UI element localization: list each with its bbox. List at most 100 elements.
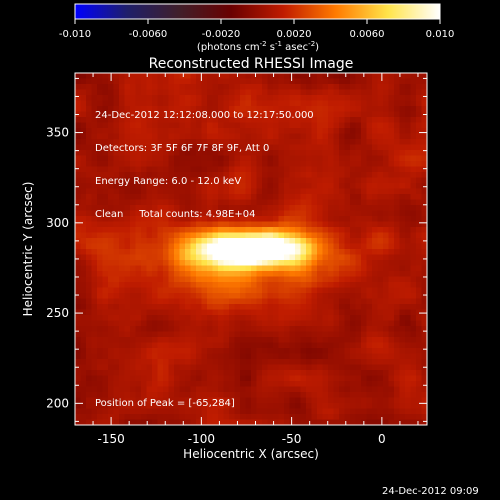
heatmap-cell (108, 139, 115, 146)
heatmap-cell (86, 221, 93, 228)
heatmap-cell (135, 331, 142, 338)
heatmap-cell (102, 375, 109, 382)
heatmap-cell (300, 210, 307, 217)
heatmap-cell (113, 364, 120, 371)
heatmap-cell (168, 309, 175, 316)
heatmap-cell (262, 298, 269, 305)
heatmap-cell (234, 348, 241, 355)
heatmap-cell (223, 128, 230, 135)
heatmap-cell (344, 408, 351, 415)
heatmap-cell (152, 309, 159, 316)
heatmap-cell (355, 408, 362, 415)
heatmap-cell (306, 320, 313, 327)
heatmap-cell (119, 155, 126, 162)
heatmap-cell (410, 210, 417, 217)
heatmap-cell (278, 205, 285, 212)
heatmap-cell (190, 210, 197, 217)
heatmap-cell (119, 139, 126, 146)
heatmap-cell (91, 188, 98, 195)
heatmap-cell (201, 89, 208, 96)
heatmap-cell (328, 73, 335, 80)
heatmap-cell (201, 408, 208, 415)
heatmap-cell (102, 419, 109, 425)
heatmap-cell (262, 150, 269, 157)
heatmap-cell (223, 331, 230, 338)
heatmap-cell (262, 364, 269, 371)
heatmap-cell (339, 337, 346, 344)
heatmap-cell (256, 293, 263, 300)
heatmap-cell (97, 199, 104, 206)
heatmap-cell (405, 381, 412, 388)
heatmap-cell (421, 282, 427, 289)
heatmap-cell (322, 408, 329, 415)
heatmap-cell (201, 342, 208, 349)
heatmap-cell (168, 315, 175, 322)
heatmap-cell (174, 232, 181, 239)
heatmap-cell (289, 260, 296, 267)
heatmap-cell (394, 243, 401, 250)
heatmap-cell (185, 326, 192, 333)
heatmap-cell (190, 403, 197, 410)
heatmap-cell (350, 403, 357, 410)
heatmap-cell (152, 249, 159, 256)
heatmap-cell (399, 320, 406, 327)
heatmap-cell (152, 128, 159, 135)
heatmap-cell (256, 414, 263, 421)
colorbar-ticks: -0.010 -0.0060 -0.0020 0.0020 0.0060 0.010 (59, 19, 454, 40)
heatmap-cell (207, 100, 214, 107)
heatmap-cell (130, 304, 137, 311)
heatmap-cell (75, 199, 82, 206)
heatmap-cell (185, 210, 192, 217)
heatmap-cell (278, 100, 285, 107)
heatmap-cell (86, 188, 93, 195)
heatmap-cell (317, 397, 324, 404)
heatmap-cell (273, 243, 280, 250)
heatmap-cell (273, 298, 280, 305)
heatmap-cell (201, 227, 208, 234)
heatmap-cell (163, 249, 170, 256)
heatmap-cell (361, 265, 368, 272)
heatmap-cell (405, 282, 412, 289)
heatmap-cell (410, 381, 417, 388)
heatmap-cell (97, 95, 104, 102)
heatmap-cell (372, 73, 379, 80)
heatmap-cell (328, 353, 335, 360)
heatmap-cell (163, 309, 170, 316)
heatmap-cell (135, 392, 142, 399)
heatmap-cell (273, 260, 280, 267)
heatmap-cell (328, 419, 335, 425)
heatmap-cell (190, 128, 197, 135)
heatmap-cell (355, 111, 362, 118)
heatmap-cell (267, 78, 274, 85)
heatmap-cell (168, 265, 175, 272)
heatmap-cell (267, 84, 274, 91)
heatmap-cell (146, 210, 153, 217)
heatmap-cell (179, 403, 186, 410)
heatmap-cell (372, 309, 379, 316)
heatmap-cell (350, 238, 357, 245)
heatmap-cell (273, 133, 280, 140)
heatmap-cell (394, 337, 401, 344)
heatmap-cell (410, 205, 417, 212)
heatmap-cell (388, 348, 395, 355)
heatmap-cell (174, 381, 181, 388)
heatmap-cell (185, 199, 192, 206)
heatmap-cell (278, 260, 285, 267)
heatmap-cell (372, 199, 379, 206)
heatmap-cell (289, 403, 296, 410)
heatmap-cell (108, 348, 115, 355)
heatmap-cell (366, 117, 373, 124)
heatmap-cell (157, 205, 164, 212)
heatmap-cell (119, 403, 126, 410)
heatmap-cell (245, 298, 252, 305)
heatmap-cell (102, 282, 109, 289)
heatmap-cell (135, 408, 142, 415)
heatmap-cell (361, 117, 368, 124)
heatmap-cell (289, 408, 296, 415)
heatmap-cell (267, 227, 274, 234)
heatmap-cell (421, 359, 427, 366)
heatmap-cell (190, 414, 197, 421)
heatmap-cell (218, 161, 225, 168)
heatmap-cell (80, 287, 87, 294)
heatmap-cell (339, 282, 346, 289)
